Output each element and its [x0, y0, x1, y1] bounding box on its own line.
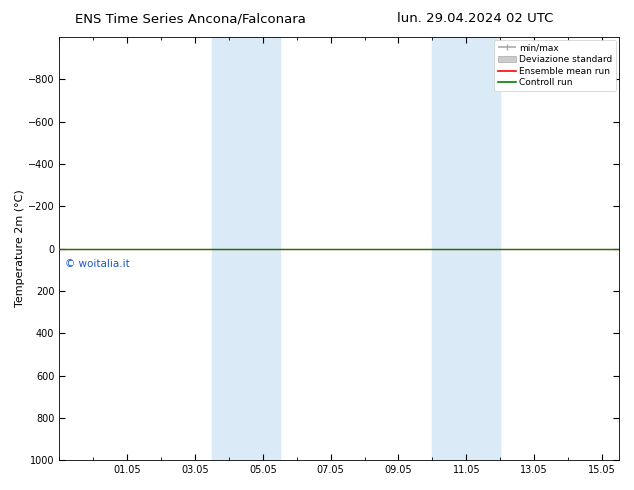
- Legend: min/max, Deviazione standard, Ensemble mean run, Controll run: min/max, Deviazione standard, Ensemble m…: [494, 40, 616, 91]
- Text: ENS Time Series Ancona/Falconara: ENS Time Series Ancona/Falconara: [75, 12, 306, 25]
- Bar: [432, 37, 500, 460]
- Text: lun. 29.04.2024 02 UTC: lun. 29.04.2024 02 UTC: [398, 12, 553, 25]
- Y-axis label: Temperature 2m (°C): Temperature 2m (°C): [15, 190, 25, 307]
- Bar: [212, 37, 280, 460]
- Text: © woitalia.it: © woitalia.it: [65, 259, 129, 269]
